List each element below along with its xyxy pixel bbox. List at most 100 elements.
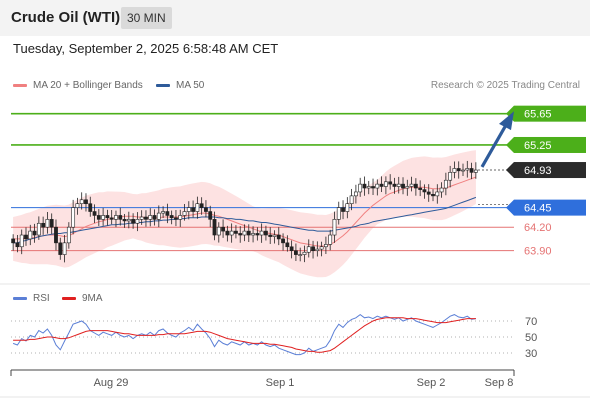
candle-body-9 <box>49 219 54 228</box>
candle-body-52 <box>234 230 238 234</box>
candle-body-38 <box>174 217 178 220</box>
candle-body-16 <box>79 199 84 205</box>
ma50-line <box>13 196 477 244</box>
candle-body-56 <box>251 233 255 236</box>
current-price-tag <box>514 162 586 179</box>
candle-body-15 <box>75 203 80 208</box>
level-label-0: 65.65 <box>524 109 552 121</box>
candle-body-106 <box>465 168 470 171</box>
candle-body-20 <box>96 215 101 220</box>
current-price-label: 64.93 <box>524 165 552 177</box>
level-tag-2 <box>514 199 586 216</box>
candle-body-90 <box>396 183 401 187</box>
candle-body-74 <box>328 234 333 245</box>
candle-body-57 <box>255 233 260 236</box>
candle-body-82 <box>362 183 367 189</box>
candle-body-50 <box>225 230 230 236</box>
candle-body-7 <box>41 222 46 228</box>
candle-body-103 <box>452 168 457 173</box>
legend-label-rsi: RSI <box>33 293 50 304</box>
interval-button[interactable]: 30 MIN <box>121 7 172 29</box>
candle-body-98 <box>431 194 435 197</box>
chart-header: Crude Oil (WTI) 30 MIN <box>0 0 590 36</box>
candle-body-23 <box>109 217 114 220</box>
candle-body-33 <box>152 215 157 220</box>
candle-body-55 <box>246 230 251 236</box>
x-tick-2: Sep 2 <box>417 377 446 389</box>
candle-body-83 <box>366 186 371 189</box>
candle-body-0 <box>11 238 16 244</box>
ma20-swatch <box>13 84 27 87</box>
level-tag-arrow-2 <box>506 199 514 216</box>
candle-body-14 <box>71 207 76 228</box>
candle-body-32 <box>148 215 153 220</box>
legend-item-ma50: MA 50 <box>156 80 204 91</box>
candle-body-35 <box>161 211 165 214</box>
candle-body-62 <box>276 234 281 240</box>
candle-body-45 <box>204 207 208 212</box>
candle-body-72 <box>319 246 324 250</box>
candle-body-88 <box>388 181 393 185</box>
candle-body-91 <box>401 183 405 189</box>
candle-body-61 <box>272 234 277 237</box>
rsi-swatch <box>13 297 27 300</box>
candle-body-104 <box>456 168 461 172</box>
candle-body-6 <box>36 222 41 236</box>
candle-body-71 <box>315 248 320 251</box>
candle-body-54 <box>242 230 247 236</box>
candle-body-68 <box>302 251 307 255</box>
legend-label-ma20: MA 20 + Bollinger Bands <box>33 80 143 91</box>
candle-body-94 <box>413 183 418 189</box>
candle-body-81 <box>358 183 363 193</box>
candle-body-78 <box>345 203 350 212</box>
legend-label-rsi-ma: 9MA <box>82 293 103 304</box>
candle-body-4 <box>28 230 33 240</box>
candle-body-100 <box>439 187 444 193</box>
candle-body-64 <box>285 242 290 248</box>
candle-body-85 <box>375 183 380 189</box>
candle-body-43 <box>195 203 200 212</box>
candle-body-93 <box>409 183 414 187</box>
candle-body-46 <box>208 211 213 220</box>
candle-body-59 <box>264 230 268 236</box>
candle-body-10 <box>54 226 58 244</box>
candle-body-41 <box>186 207 191 212</box>
candle-body-36 <box>165 211 170 216</box>
candle-body-101 <box>443 179 448 189</box>
x-tick-0: Aug 29 <box>94 377 129 389</box>
candle-body-70 <box>311 246 315 251</box>
rsi-ma-line <box>13 317 476 353</box>
candle-body-107 <box>469 168 474 173</box>
candle-body-95 <box>418 187 423 190</box>
forecast-arrow-head <box>499 111 514 131</box>
instrument-title: Crude Oil (WTI) <box>11 9 121 26</box>
candle-body-69 <box>306 246 311 253</box>
candle-body-97 <box>426 191 431 195</box>
legend-item-ma20: MA 20 + Bollinger Bands <box>13 80 143 91</box>
rsi-tick-0: 70 <box>525 316 537 328</box>
candle-body-86 <box>379 183 384 187</box>
candle-body-105 <box>461 169 465 172</box>
candle-body-24 <box>114 215 118 220</box>
candle-body-76 <box>336 207 341 220</box>
candle-body-96 <box>422 189 427 193</box>
candle-body-2 <box>19 234 24 248</box>
ma50-swatch <box>156 84 170 87</box>
rsi-tick-2: 30 <box>525 348 537 360</box>
rsi-tick-1: 50 <box>525 332 537 344</box>
candle-body-30 <box>139 216 144 220</box>
chart-credit: Research © 2025 Trading Central <box>430 80 580 91</box>
candle-body-53 <box>238 233 243 236</box>
candle-body-13 <box>66 226 71 244</box>
candle-body-28 <box>131 219 136 224</box>
candle-body-51 <box>229 230 234 236</box>
candle-body-21 <box>101 215 106 220</box>
candle-body-60 <box>268 234 273 237</box>
candle-body-92 <box>405 186 410 189</box>
rsi-line <box>12 313 476 356</box>
candle-body-8 <box>45 219 50 228</box>
level-tag-0 <box>514 105 586 122</box>
candle-body-75 <box>332 219 337 236</box>
candle-body-108 <box>473 169 478 173</box>
